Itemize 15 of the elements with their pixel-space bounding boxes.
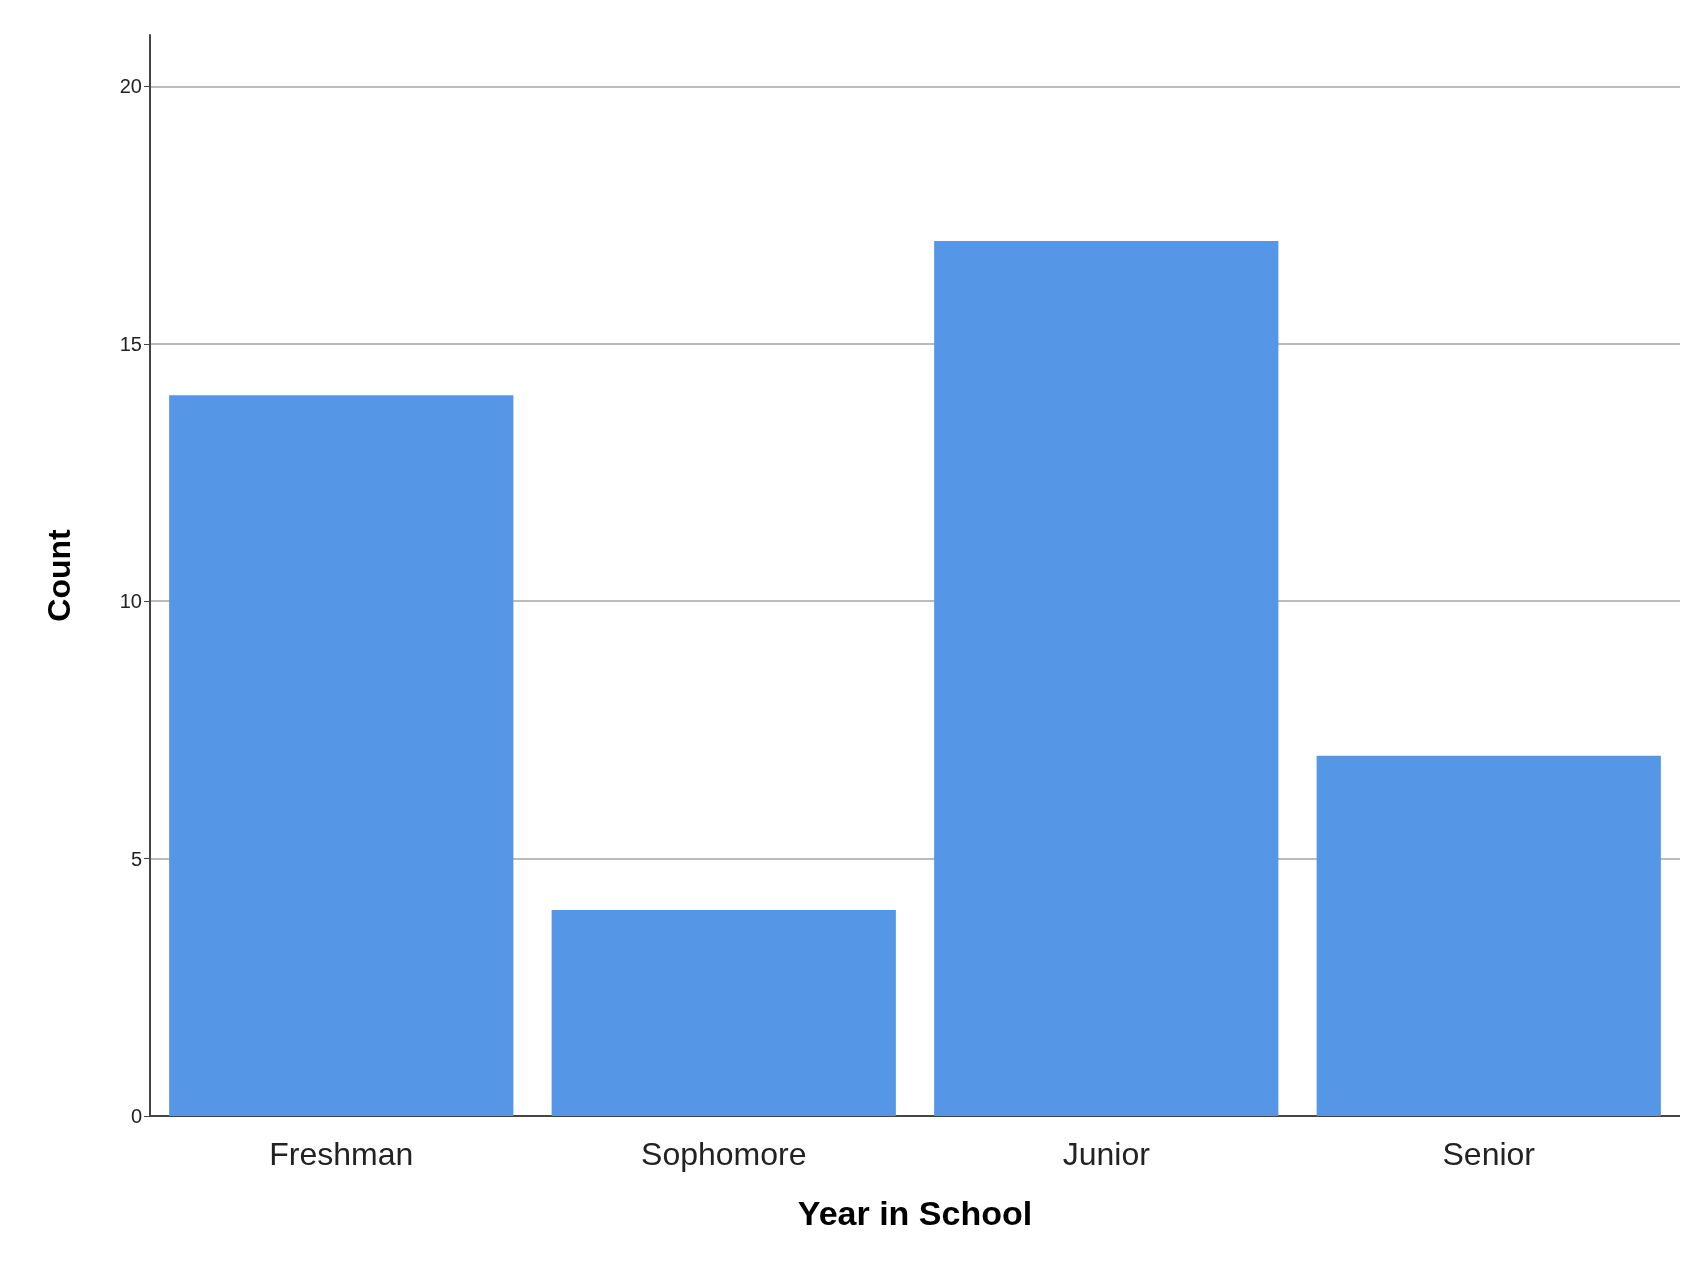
bar	[1316, 755, 1661, 1116]
x-tick-label: Freshman	[269, 1136, 414, 1172]
y-axis-title: Count	[41, 528, 77, 622]
y-tick-label: 0	[130, 1105, 142, 1127]
y-tick-label: 20	[119, 75, 142, 98]
x-tick-label: Junior	[1062, 1136, 1151, 1172]
bar	[934, 240, 1279, 1116]
y-tick-label: 10	[119, 590, 142, 613]
y-tick-label: 5	[130, 847, 142, 870]
bar	[551, 910, 896, 1116]
x-axis-title: Year in School	[797, 1194, 1033, 1232]
bar	[169, 395, 514, 1116]
x-tick-label: Senior	[1442, 1136, 1536, 1172]
y-tick-label: 15	[119, 332, 142, 355]
x-tick-label: Sophomore	[641, 1136, 807, 1172]
